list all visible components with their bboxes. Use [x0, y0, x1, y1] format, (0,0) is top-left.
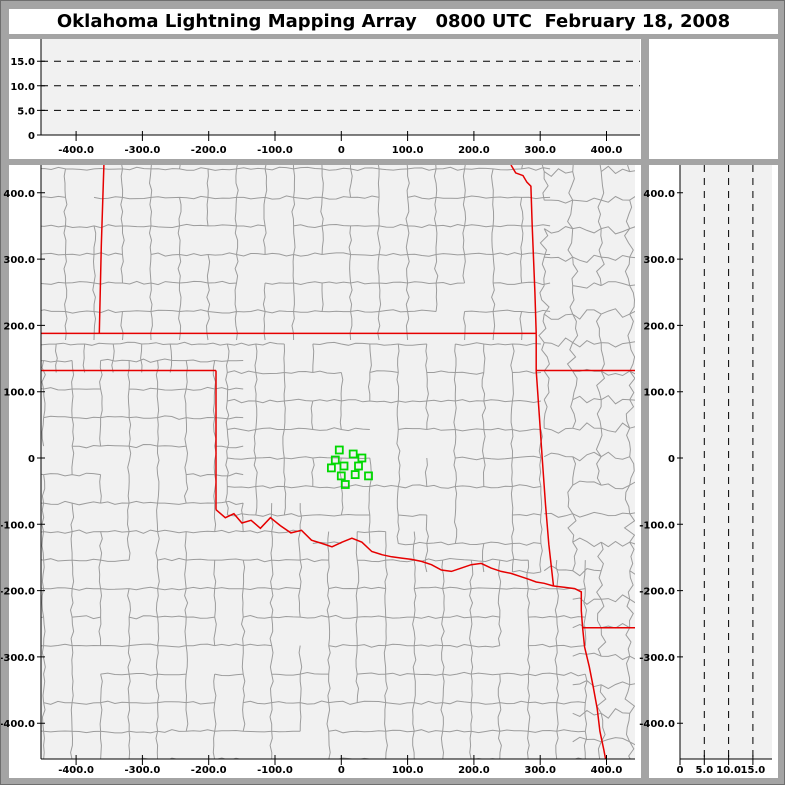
- ns-altitude-projection-panel[interactable]: [649, 165, 778, 778]
- plan-view-map-panel[interactable]: [9, 165, 641, 778]
- ew-altitude-projection-panel[interactable]: [9, 39, 641, 159]
- empty-corner-panel: [649, 39, 778, 159]
- page-title: Oklahoma Lightning Mapping Array 0800 UT…: [9, 9, 778, 34]
